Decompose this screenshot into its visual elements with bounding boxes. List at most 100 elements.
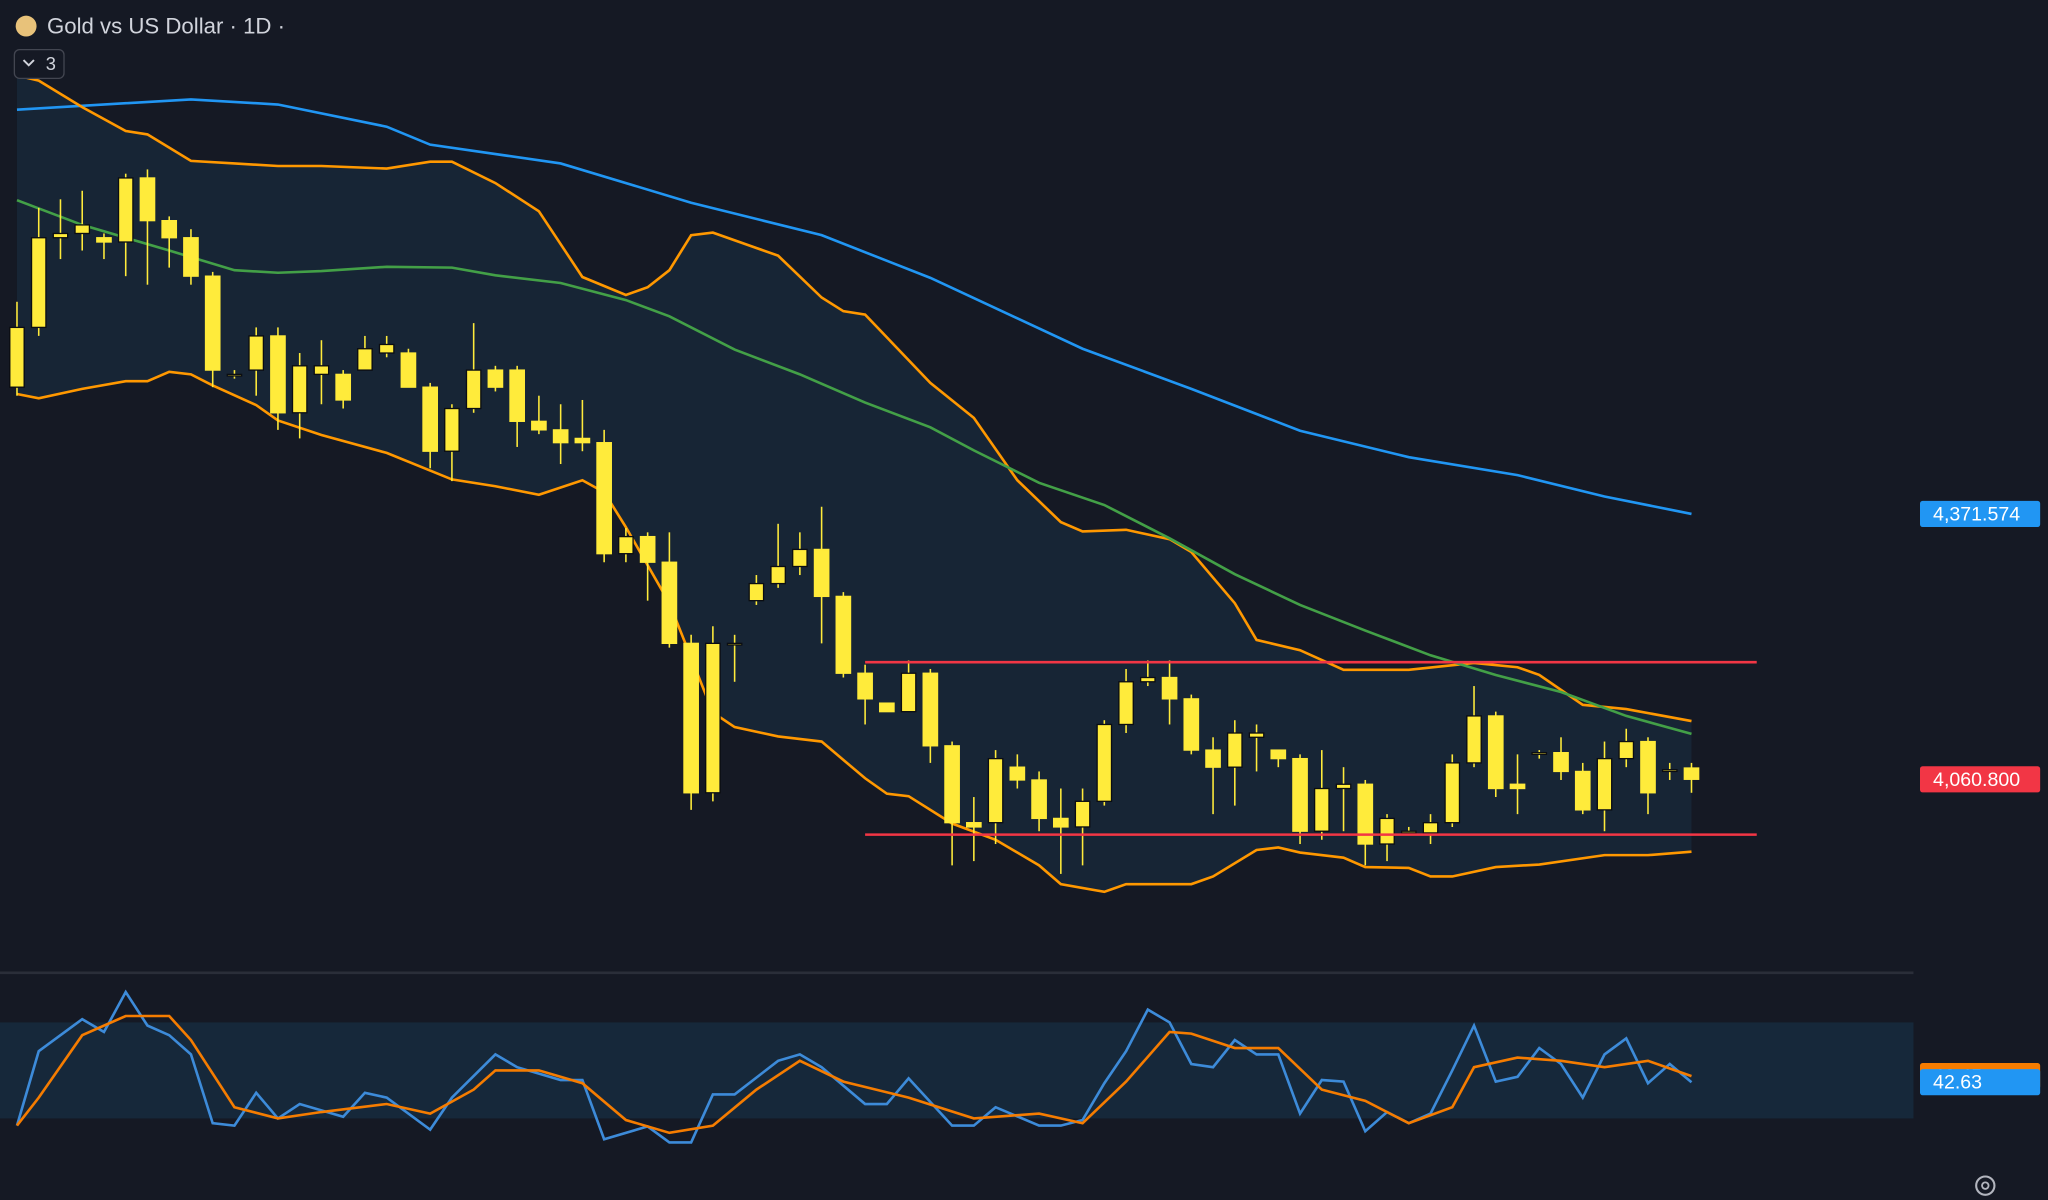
candle-body	[117, 177, 134, 243]
candle-body	[705, 642, 721, 794]
candle-body	[1139, 676, 1156, 683]
candle-body	[422, 386, 439, 452]
last-value-label: 4,060.800	[1933, 769, 2020, 791]
candle-body	[922, 672, 939, 747]
candle-body	[683, 642, 699, 794]
chevron-icon	[22, 59, 35, 67]
candle-body	[966, 822, 982, 828]
last-value-badge	[1920, 766, 2041, 793]
candle-body	[1574, 770, 1591, 811]
candle-body	[1553, 752, 1569, 773]
candle-body	[1509, 783, 1526, 790]
candle-body	[835, 595, 852, 674]
candle-body	[770, 565, 786, 585]
candle-body	[1531, 752, 1548, 756]
indicator-line	[16, 370, 1692, 894]
candle-body	[400, 352, 417, 388]
candle-body	[944, 745, 960, 824]
candle-body	[52, 232, 69, 239]
candle-body	[1161, 676, 1178, 700]
candle-body	[291, 365, 308, 414]
candle-body	[1335, 783, 1352, 790]
candle-body	[204, 275, 221, 371]
settings-icon[interactable]	[1975, 1175, 1996, 1196]
gear-outer	[1975, 1175, 1996, 1196]
candle-body	[1683, 767, 1700, 780]
candle-body	[1031, 779, 1047, 820]
candle-body	[1248, 732, 1265, 738]
fill-layer	[0, 75, 1914, 1119]
candle-body	[1640, 740, 1656, 794]
band-fill	[16, 75, 1692, 892]
candle-body	[1074, 800, 1091, 828]
candle-body	[1270, 749, 1287, 760]
band-fill	[0, 1022, 1914, 1119]
candle-body	[1487, 715, 1504, 790]
candle-body	[1444, 762, 1461, 824]
candle-body	[531, 420, 547, 431]
candle-body	[1313, 787, 1330, 832]
candle-body	[1596, 757, 1613, 811]
indicator-line	[15, 989, 1693, 1144]
candle-body	[1183, 698, 1200, 751]
candle-body	[1009, 766, 1026, 781]
candle-body	[661, 561, 678, 645]
candle-body	[183, 237, 199, 277]
candle-body	[1422, 822, 1439, 834]
candle-body	[574, 437, 591, 444]
symbol-icon	[15, 15, 37, 37]
candle-body	[1466, 715, 1482, 764]
candle-body	[813, 548, 830, 598]
last-value-label: 42.63	[1933, 1072, 1982, 1094]
candle-body	[900, 672, 917, 713]
candle-body	[552, 429, 569, 444]
candle-body	[1357, 783, 1374, 845]
candle-body	[879, 702, 895, 713]
indicator-count: 3	[46, 53, 56, 74]
chart-title: Gold vs US Dollar · 1D ·	[47, 13, 285, 38]
indicator-toggle[interactable]	[13, 48, 65, 79]
candle-body	[1292, 757, 1308, 832]
candle-body	[1400, 830, 1417, 834]
candle-body	[465, 369, 482, 410]
indicator-line	[16, 198, 1692, 736]
marks-layer	[9, 74, 1757, 1144]
candle-body	[1052, 817, 1069, 828]
candle-body	[1618, 740, 1635, 760]
candle-body	[726, 642, 743, 646]
candle-body	[226, 373, 243, 377]
last-value-badge	[1920, 500, 2041, 527]
candle-body	[618, 535, 634, 555]
gear-inner	[1981, 1181, 1990, 1190]
last-value-badge	[1920, 1069, 2041, 1096]
candle-body	[487, 369, 504, 388]
candle-body	[270, 335, 286, 414]
candle-body	[639, 535, 656, 563]
last-value-label: 4,371.574	[1933, 503, 2020, 525]
candle-body	[335, 373, 352, 401]
candle-body	[509, 369, 525, 422]
candle-body	[748, 582, 765, 602]
candle-body	[74, 224, 91, 235]
candle-body	[1226, 732, 1243, 768]
candle-body	[313, 365, 330, 376]
candle-body	[248, 335, 265, 371]
indicator-line	[16, 74, 1692, 723]
candle-body	[96, 237, 112, 243]
indicator-line	[16, 98, 1692, 516]
candle-body	[1205, 749, 1221, 768]
indicator-line	[15, 1014, 1692, 1135]
labels-layer: Gold vs US Dollar · 1D · 3 4,371.574 4,06…	[13, 13, 2041, 1196]
candle-body	[596, 442, 612, 555]
candle-body	[987, 757, 1004, 824]
candle-body	[1118, 681, 1134, 726]
candle-body	[1096, 723, 1113, 802]
candle-body	[357, 348, 373, 371]
candle-body	[30, 237, 47, 329]
candle-body	[792, 548, 808, 568]
candle-body	[378, 343, 395, 354]
candle-body	[9, 326, 25, 388]
candle-body	[444, 407, 460, 452]
